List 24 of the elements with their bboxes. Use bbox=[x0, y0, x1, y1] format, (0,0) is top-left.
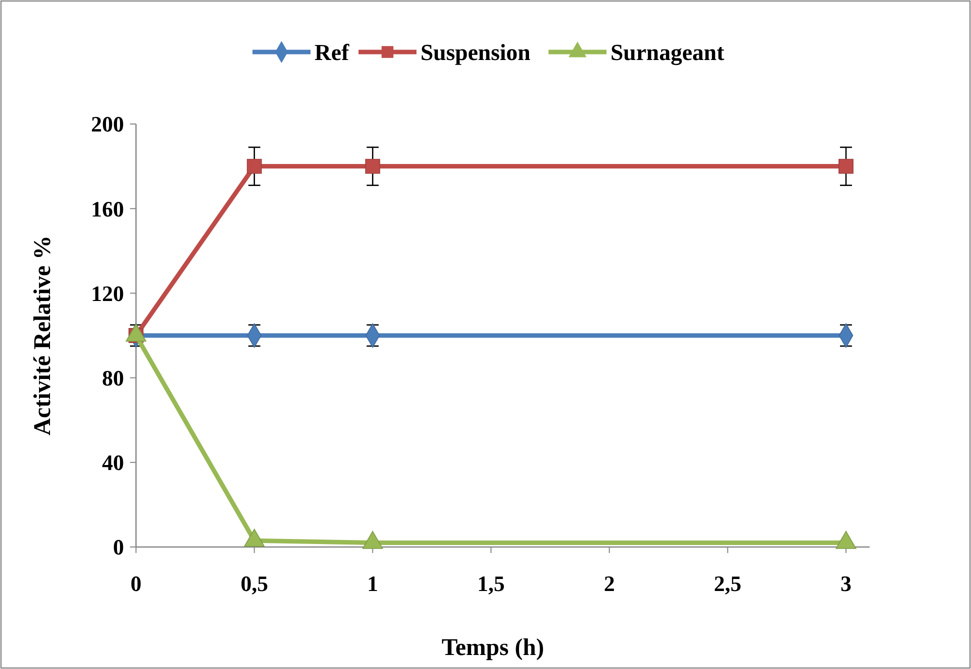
y-tick-label: 200 bbox=[91, 112, 124, 137]
point bbox=[244, 528, 265, 547]
point bbox=[362, 530, 383, 549]
x-tick-label: 1 bbox=[367, 571, 378, 596]
legend-label: Surnageant bbox=[610, 40, 725, 66]
y-axis-title: Activité Relative % bbox=[30, 236, 56, 436]
y-tick-label: 120 bbox=[91, 280, 124, 306]
x-axis-title: Temps (h) bbox=[442, 635, 544, 661]
y-tick-label: 0 bbox=[113, 534, 124, 560]
y-tick-label: 160 bbox=[91, 196, 124, 222]
point bbox=[246, 158, 262, 174]
x-tick-label: 0 bbox=[130, 571, 142, 596]
y-tick-label: 40 bbox=[102, 450, 124, 476]
x-tick-label: 2,5 bbox=[714, 571, 742, 596]
x-tick-label: 1,5 bbox=[477, 571, 505, 596]
point bbox=[836, 530, 856, 549]
x-tick-label: 0,5 bbox=[240, 571, 268, 596]
x-tick-label: 3 bbox=[840, 571, 852, 596]
y-tick-label: 80 bbox=[102, 366, 124, 390]
legend-label: Suspension bbox=[420, 40, 531, 66]
x-tick-label: 2 bbox=[604, 571, 615, 596]
point bbox=[838, 158, 854, 174]
point bbox=[365, 158, 380, 174]
legend-label: Ref bbox=[314, 40, 350, 66]
